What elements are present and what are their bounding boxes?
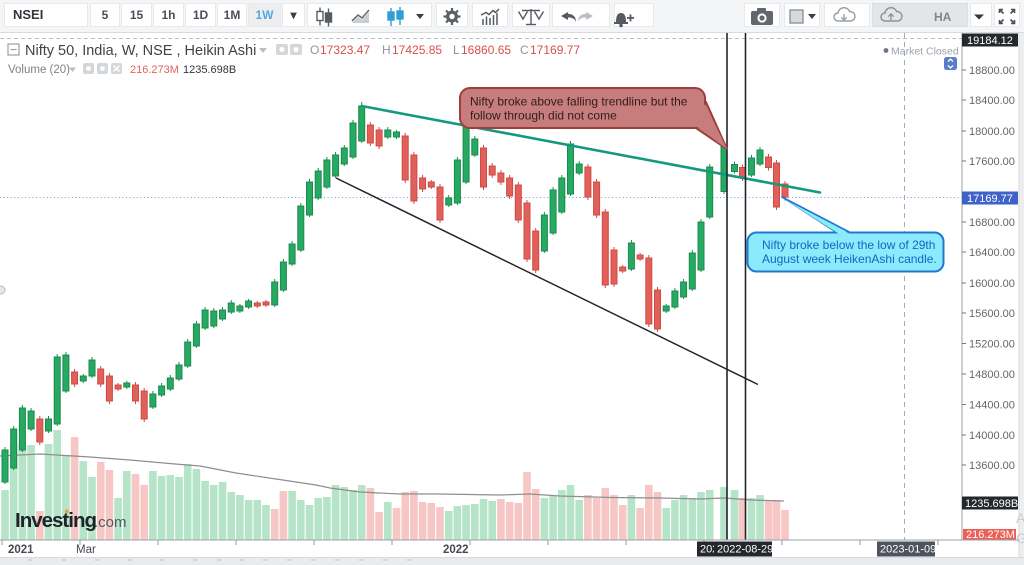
svg-text:Nifty broke below the low of 2: Nifty broke below the low of 29th	[762, 238, 935, 252]
svg-text:.com: .com	[94, 514, 127, 531]
svg-text:216.273M: 216.273M	[130, 64, 179, 76]
svg-text:16000.00: 16000.00	[969, 278, 1015, 290]
svg-text:15200.00: 15200.00	[969, 338, 1015, 350]
svg-text:17425.85: 17425.85	[392, 43, 442, 57]
svg-text:C: C	[520, 43, 529, 57]
svg-text:2022: 2022	[443, 544, 469, 556]
svg-text:Investing: Investing	[15, 509, 96, 532]
svg-text:L: L	[453, 43, 460, 57]
svg-text:14400.00: 14400.00	[969, 399, 1015, 411]
svg-text:15600.00: 15600.00	[969, 308, 1015, 320]
svg-text:13600.00: 13600.00	[969, 460, 1015, 472]
svg-text:18800.00: 18800.00	[969, 65, 1015, 77]
svg-text:follow through did not come: follow through did not come	[470, 109, 617, 123]
svg-text:1235.698B: 1235.698B	[965, 498, 1018, 510]
svg-text:H: H	[382, 43, 391, 57]
svg-text:Market Closed: Market Closed	[891, 46, 959, 58]
svg-text:2023-01-09: 2023-01-09	[880, 544, 936, 556]
svg-text:HA: HA	[934, 10, 952, 24]
svg-text:216.273M: 216.273M	[966, 529, 1015, 541]
svg-text:Volume (20): Volume (20)	[8, 64, 70, 76]
svg-text:1235.698B: 1235.698B	[183, 64, 236, 76]
svg-text:G: G	[1016, 530, 1024, 546]
svg-text:16860.65: 16860.65	[461, 43, 511, 57]
svg-text:Mar: Mar	[76, 544, 96, 556]
svg-text:17600.00: 17600.00	[969, 156, 1015, 168]
svg-text:18000.00: 18000.00	[969, 126, 1015, 138]
svg-text:2021: 2021	[8, 544, 34, 556]
svg-text:18400.00: 18400.00	[969, 95, 1015, 107]
svg-text:17323.47: 17323.47	[320, 43, 370, 57]
svg-text:16800.00: 16800.00	[969, 217, 1015, 229]
svg-text:202: 202	[700, 544, 718, 556]
svg-text:2022-08-29: 2022-08-29	[717, 544, 773, 556]
svg-text:16400.00: 16400.00	[969, 247, 1015, 259]
svg-text:19184.12: 19184.12	[967, 35, 1013, 47]
svg-text:Nifty 50, India, W, NSE , Heik: Nifty 50, India, W, NSE , Heikin Ashi	[25, 43, 256, 59]
svg-text:17169.77: 17169.77	[530, 43, 580, 57]
svg-text:O: O	[310, 43, 319, 57]
svg-text:14000.00: 14000.00	[969, 430, 1015, 442]
svg-text:A: A	[1016, 510, 1024, 526]
svg-text:14800.00: 14800.00	[969, 369, 1015, 381]
svg-text:August week HeikenAshi candle.: August week HeikenAshi candle.	[762, 252, 937, 266]
svg-text:Nifty broke above falling tren: Nifty broke above falling trendline but …	[470, 95, 688, 109]
svg-text:17169.77: 17169.77	[967, 193, 1013, 205]
